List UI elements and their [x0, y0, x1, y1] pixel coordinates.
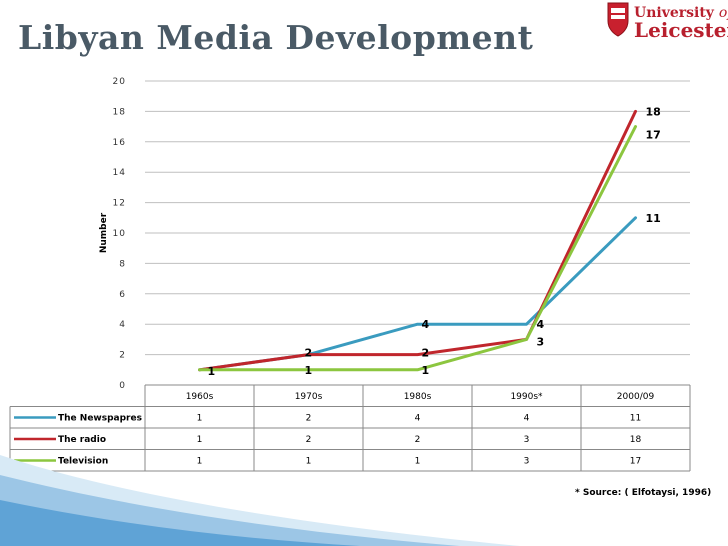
crest-icon — [607, 2, 629, 37]
x-category-label: 1970s — [295, 392, 323, 402]
x-category-label: 1980s — [404, 392, 432, 402]
data-label: 17 — [646, 129, 661, 142]
data-label: 18 — [646, 105, 661, 118]
data-label: 3 — [537, 335, 545, 348]
y-tick-label: 14 — [113, 168, 126, 178]
x-category-label: 1960s — [186, 392, 214, 402]
y-tick-label: 6 — [119, 290, 126, 300]
table-cell: 4 — [415, 414, 421, 424]
data-label: 11 — [646, 212, 661, 225]
data-label: 1 — [208, 365, 216, 378]
table-cell: 11 — [630, 414, 641, 424]
y-tick-label: 20 — [113, 77, 126, 87]
table-cell: 3 — [524, 457, 530, 467]
data-label: 2 — [305, 347, 313, 360]
university-logo: University of Leicester — [607, 2, 728, 42]
table-cell: 2 — [306, 414, 312, 424]
y-tick-label: 0 — [119, 381, 126, 391]
x-category-label: 2000/09 — [617, 392, 655, 402]
logo-of-text: of — [719, 5, 728, 21]
table-cell: 2 — [306, 435, 312, 445]
data-label: 2 — [422, 347, 430, 360]
data-label: 4 — [537, 318, 545, 331]
table-cell: 1 — [306, 457, 312, 467]
table-cell: 1 — [197, 414, 203, 424]
logo-line2: Leicester — [634, 18, 728, 42]
table-cell: 17 — [630, 457, 641, 467]
logo-line1: University of — [634, 5, 728, 21]
data-label: 1 — [422, 364, 430, 377]
table-cell: 2 — [415, 435, 421, 445]
x-category-label: 1990s* — [510, 392, 543, 402]
y-tick-label: 12 — [113, 199, 126, 209]
y-tick-label: 18 — [113, 107, 126, 117]
table-cell: 3 — [524, 435, 530, 445]
y-tick-label: 8 — [119, 259, 126, 269]
y-axis-label: Number — [99, 212, 109, 253]
source-note: * Source: ( Elfotaysi, 1996) — [575, 488, 712, 498]
logo-university-text: University — [634, 5, 715, 21]
series-line — [198, 109, 637, 372]
y-tick-label: 10 — [113, 229, 126, 239]
decorative-swoosh — [0, 455, 520, 546]
y-tick-label: 4 — [119, 320, 126, 330]
data-label: 1 — [305, 364, 313, 377]
data-label: 4 — [422, 318, 430, 331]
table-cell: 1 — [197, 435, 203, 445]
legend-label: The Newspapres — [58, 414, 142, 424]
y-tick-label: 2 — [119, 351, 126, 361]
slide-title: Libyan Media Development — [18, 18, 534, 57]
series-line — [198, 125, 637, 372]
table-cell: 1 — [415, 457, 421, 467]
y-tick-label: 16 — [113, 138, 126, 148]
table-cell: 1 — [197, 457, 203, 467]
table-cell: 18 — [630, 435, 642, 445]
legend-label: Television — [58, 457, 108, 467]
table-cell: 4 — [524, 414, 530, 424]
legend-label: The radio — [58, 435, 106, 445]
